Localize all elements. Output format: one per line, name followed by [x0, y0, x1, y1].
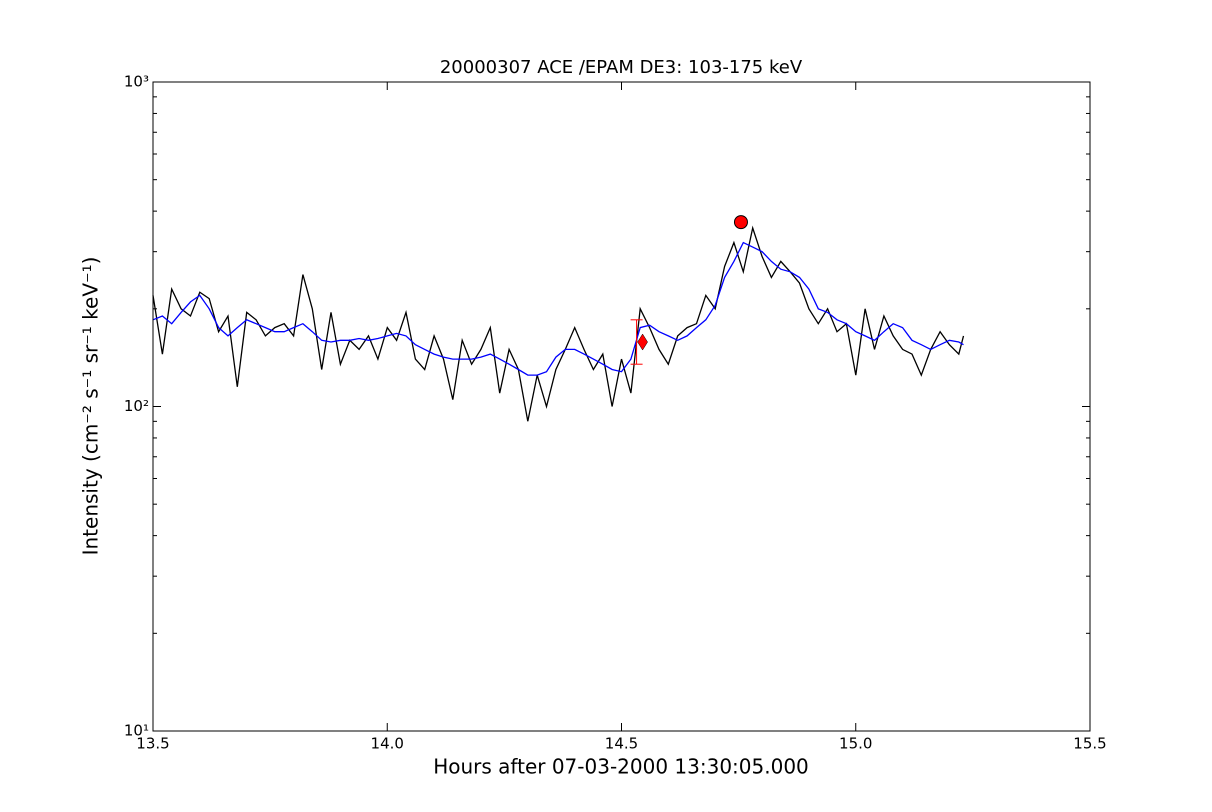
marker-diamond — [637, 333, 648, 351]
y-tick-label: 10³ — [124, 73, 149, 91]
chart-title: 20000307 ACE /EPAM DE3: 103-175 keV — [440, 57, 803, 78]
series-line — [152, 241, 964, 376]
x-tick-label: 15.5 — [1073, 735, 1106, 753]
x-tick-label: 15.0 — [839, 735, 872, 753]
x-tick-label: 13.5 — [136, 735, 169, 753]
plot-frame — [152, 81, 1091, 732]
x-axis-label: Hours after 07-03-2000 13:30:05.000 — [433, 755, 809, 779]
x-tick-label: 14.0 — [371, 735, 404, 753]
y-tick-label: 10² — [124, 397, 149, 415]
y-tick-label: 10¹ — [124, 722, 149, 740]
marker-circle — [733, 215, 748, 230]
y-axis-label: Intensity (cm⁻² s⁻¹ sr⁻¹ keV⁻¹) — [79, 257, 103, 556]
x-tick-label: 14.5 — [605, 735, 638, 753]
